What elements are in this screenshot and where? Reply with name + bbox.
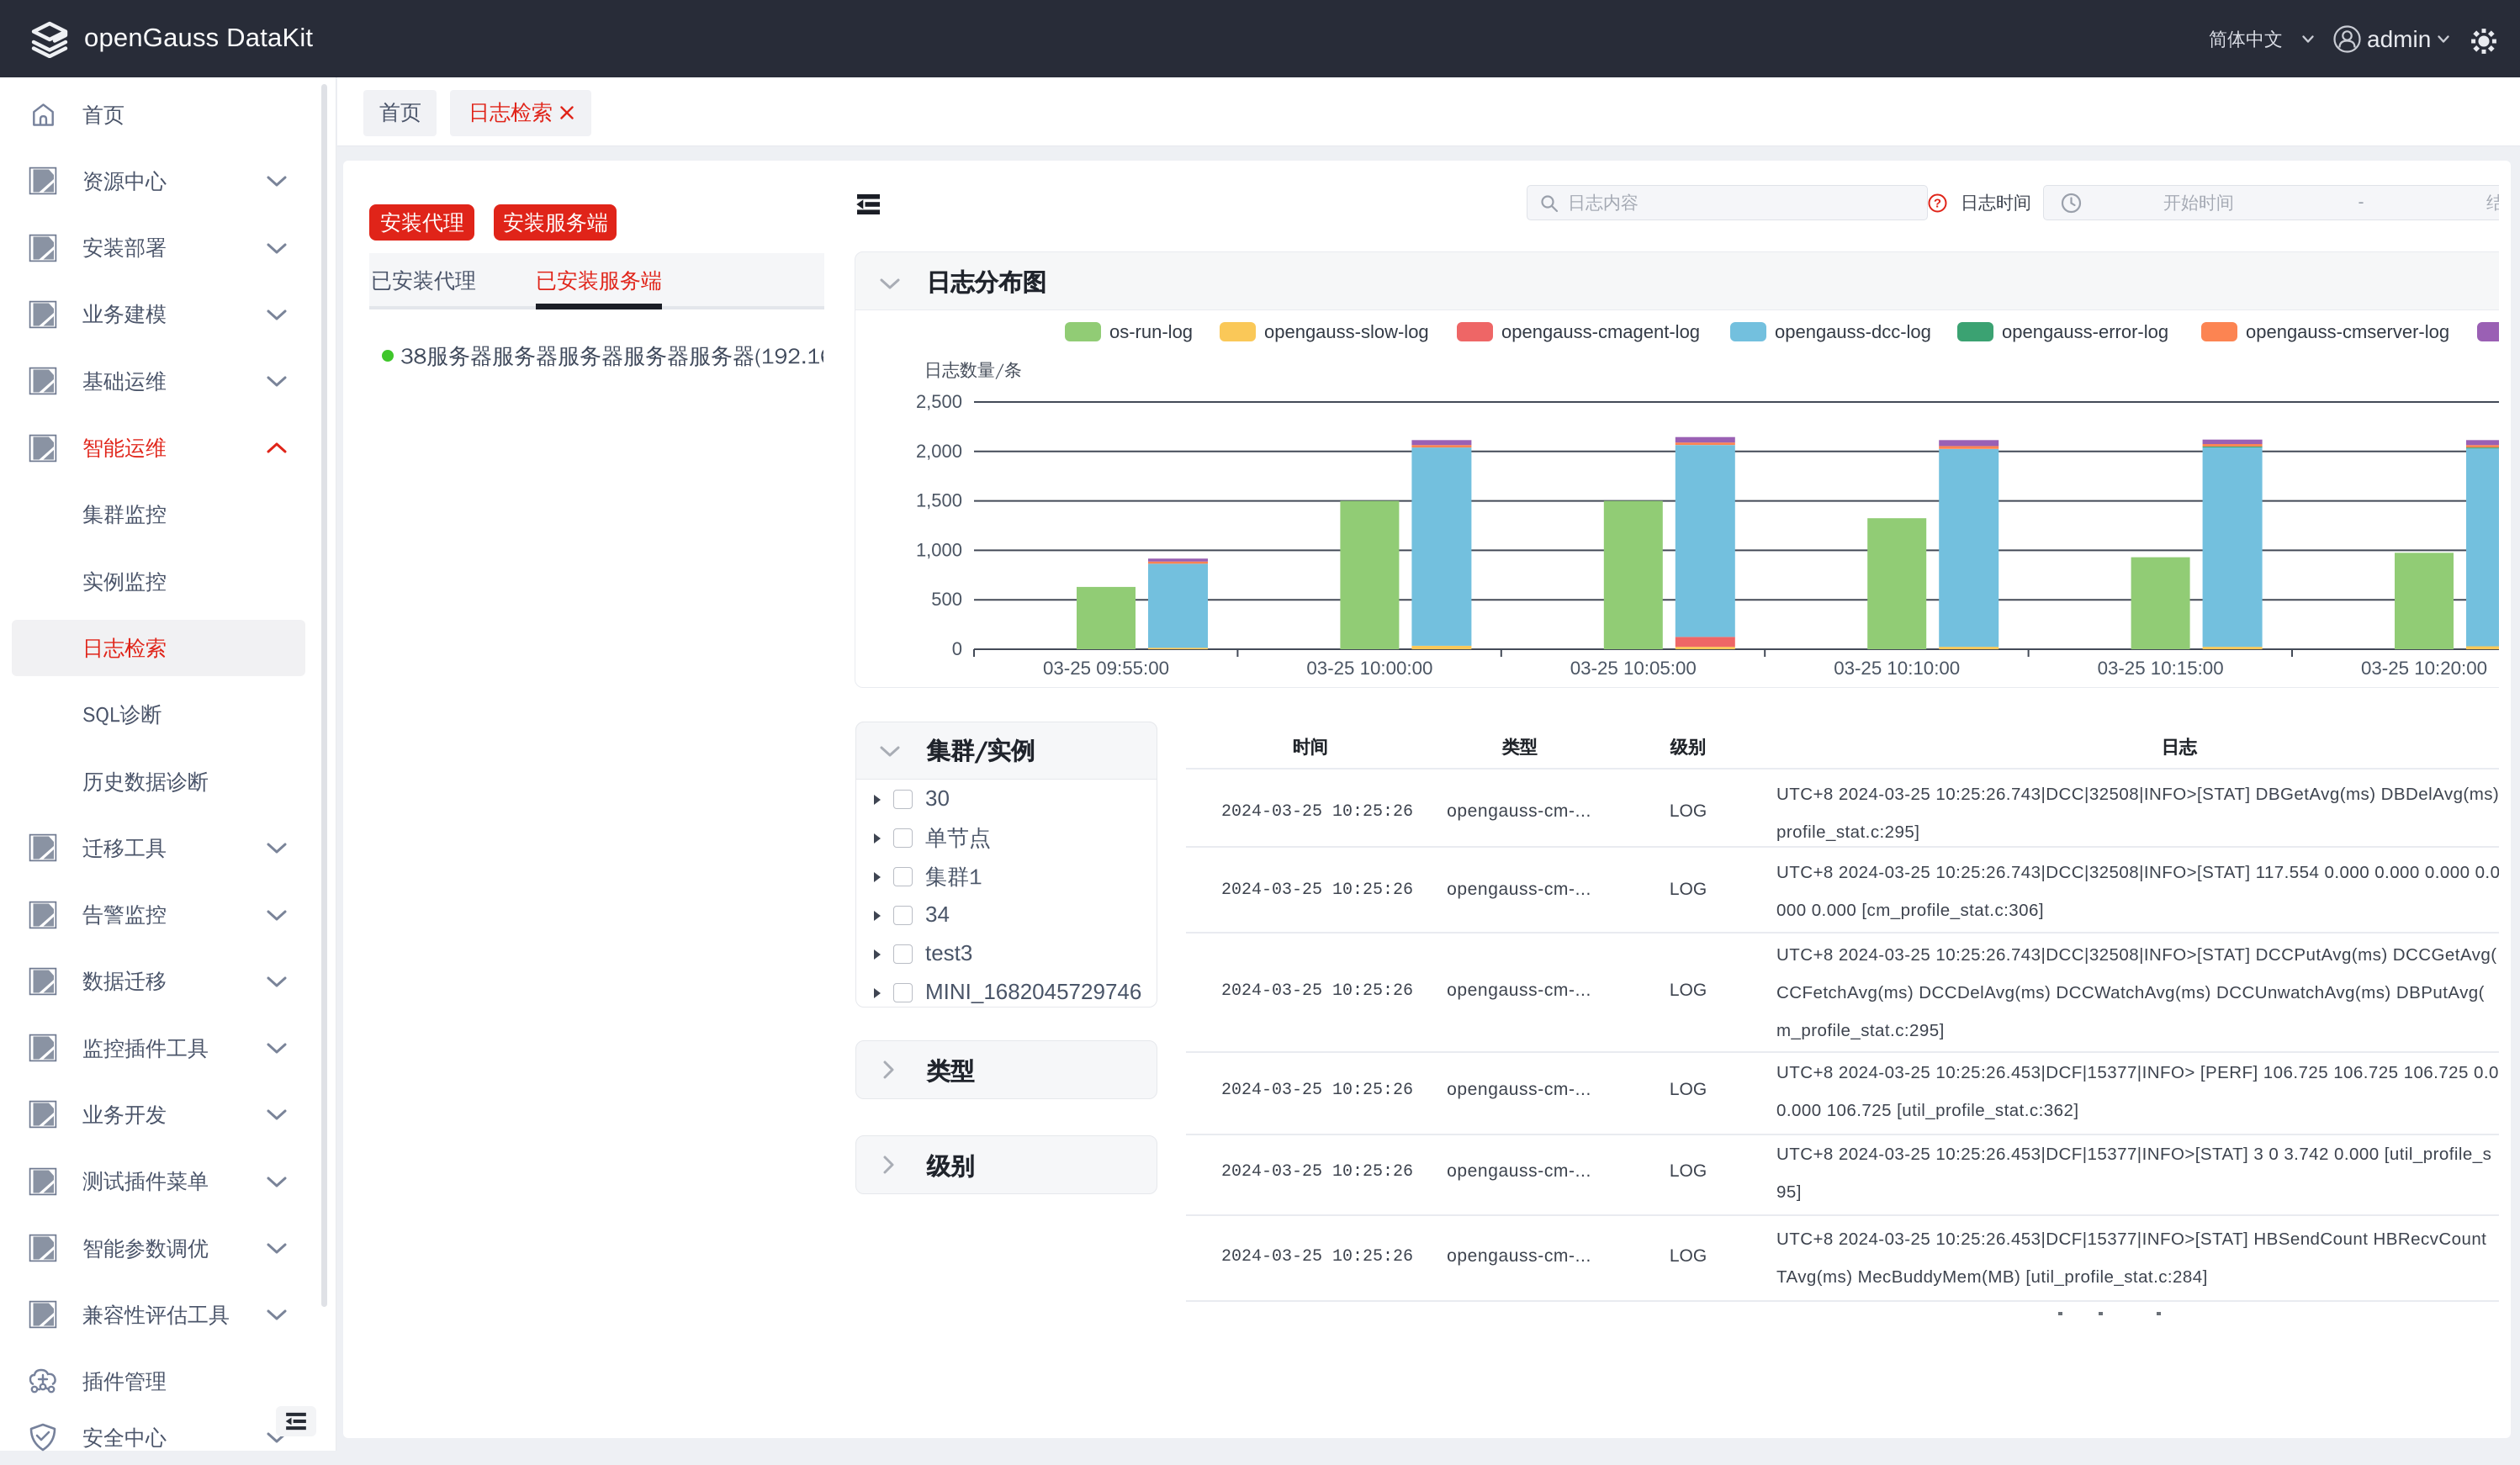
svg-text:03-25 10:10:00: 03-25 10:10:00 [1834, 658, 1960, 679]
svg-text:opengauss-slow-log: opengauss-slow-log [1264, 321, 1429, 342]
svg-text:03-25 10:15:00: 03-25 10:15:00 [2098, 658, 2224, 679]
svg-text:2,000: 2,000 [916, 441, 962, 462]
svg-text:03-25 09:55:00: 03-25 09:55:00 [1043, 658, 1169, 679]
svg-text:03-25 10:20:00: 03-25 10:20:00 [2361, 658, 2487, 679]
svg-text:opengauss-error-log: opengauss-error-log [2002, 321, 2168, 342]
svg-text:03-25 10:00:00: 03-25 10:00:00 [1306, 658, 1432, 679]
svg-text:opengauss-cmserver-log: opengauss-cmserver-log [2246, 321, 2449, 342]
svg-text:03-25 10:05:00: 03-25 10:05:00 [1570, 658, 1697, 679]
svg-text:os-run-log: os-run-log [1109, 321, 1193, 342]
svg-text:opengauss-dcc-log: opengauss-dcc-log [1775, 321, 1931, 342]
svg-text:opengauss-cmagent-log: opengauss-cmagent-log [1501, 321, 1700, 342]
svg-text:1,500: 1,500 [916, 490, 962, 511]
svg-text:1,000: 1,000 [916, 539, 962, 560]
svg-text:?: ? [1934, 197, 1941, 211]
svg-text:500: 500 [931, 589, 962, 610]
svg-text:2,500: 2,500 [916, 391, 962, 412]
svg-text:0: 0 [952, 638, 962, 659]
